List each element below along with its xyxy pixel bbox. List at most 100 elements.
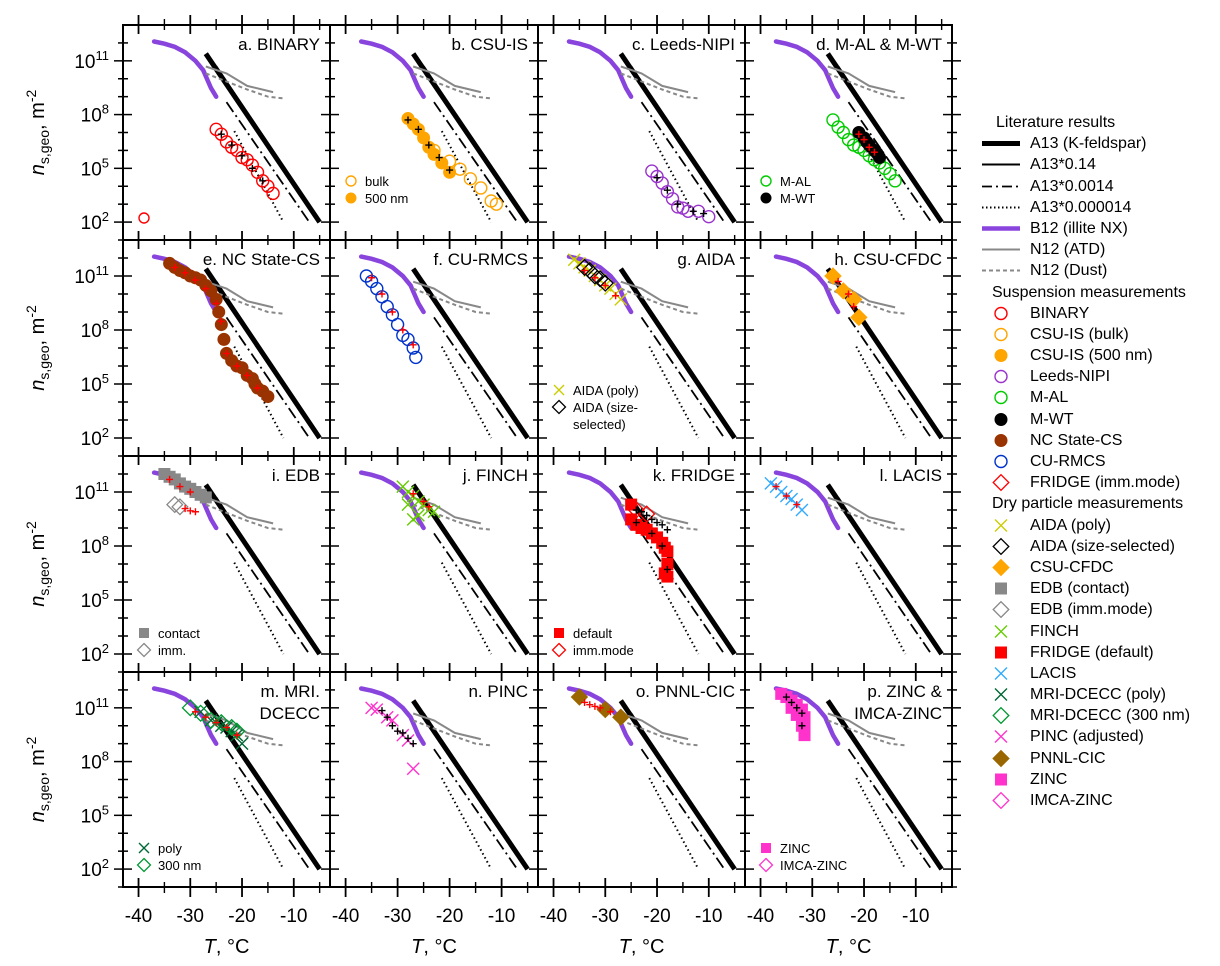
panel-title: IMCA-ZINC	[854, 704, 942, 723]
ref-line-n12-dust	[412, 503, 492, 531]
legend-item: A13*0.14	[978, 154, 1218, 175]
panel-legend-label: AIDA (poly)	[573, 383, 639, 398]
legend-item: EDB (contact)	[978, 578, 1218, 599]
data-point	[834, 282, 853, 300]
legend-item: Leeds-NIPI	[978, 366, 1218, 387]
legend-label: A13 (K-feldspar)	[1030, 135, 1147, 153]
ref-line-a13-0000014	[440, 562, 493, 655]
panel-legend-label: ZINC	[780, 841, 810, 856]
ref-line-b12	[773, 254, 841, 315]
legend-symbol	[994, 688, 1008, 702]
legend-section-title: Literature results	[996, 114, 1116, 131]
panel-j: j. FINCH	[329, 455, 539, 673]
legend-label: MRI-DCECC (poly)	[1030, 686, 1166, 704]
data-point	[378, 707, 386, 715]
data-point	[202, 285, 210, 293]
data-point	[793, 501, 801, 509]
data-point	[409, 341, 417, 349]
data-point	[700, 210, 708, 218]
panel-legend-symbol	[138, 212, 150, 224]
legend-item: EDB (imm.mode)	[978, 599, 1218, 620]
legend-symbol-wrap	[978, 748, 1024, 769]
panel-frame	[537, 24, 746, 241]
data-point	[648, 529, 656, 537]
legend-label: B12 (illite NX)	[1030, 219, 1128, 237]
data-point	[660, 184, 675, 199]
data-point	[209, 122, 223, 137]
data-point	[643, 511, 651, 519]
x-axis-title: T, °C	[619, 936, 665, 958]
series-csu-is-markers	[404, 116, 454, 174]
data-point	[798, 722, 806, 730]
panel-legend-label: M-AL	[780, 174, 811, 189]
legend-item: BINARY	[978, 303, 1218, 324]
data-point	[860, 136, 868, 144]
x-tick-label: -30	[177, 906, 204, 927]
data-point	[850, 303, 858, 311]
ref-line-b12	[566, 470, 634, 531]
ref-line-a13-0000014	[233, 777, 285, 870]
data-point	[836, 125, 851, 140]
data-point	[409, 740, 417, 748]
panel-title: m. MRI.	[261, 682, 321, 701]
legend-symbol-wrap	[978, 769, 1024, 790]
legend-symbol	[982, 269, 1020, 272]
data-point	[425, 503, 433, 511]
panel-legend-label: 300 nm	[158, 858, 201, 873]
ref-line-a13-014	[630, 65, 736, 223]
panel-title: a. BINARY	[238, 35, 320, 54]
series-pinc-markers	[378, 707, 417, 748]
data-point	[212, 299, 220, 307]
data-point	[394, 727, 402, 735]
data-point	[368, 274, 376, 282]
series-zinc-markers	[782, 693, 806, 730]
data-point	[632, 506, 640, 514]
legend-item: NC State-CS	[978, 430, 1218, 451]
legend-section-title: Dry particle measurements	[992, 495, 1184, 513]
legend-marker	[994, 433, 1008, 447]
ref-line-a13-00014	[640, 532, 726, 655]
ref-line-a13-014	[422, 280, 529, 439]
legend-label: AIDA (size-selected)	[1030, 537, 1175, 555]
series-csu-cfdc	[824, 267, 868, 327]
data-point	[420, 497, 428, 505]
series-finch	[396, 480, 441, 526]
ref-line-n12-dust	[620, 719, 699, 747]
data-point	[625, 498, 638, 511]
x-axis-title: T, °C	[826, 936, 872, 958]
data-point	[435, 154, 443, 162]
legend-item: PINC (adjusted)	[978, 726, 1218, 747]
data-point	[223, 723, 230, 731]
panel-title: DCECC	[260, 704, 320, 723]
ref-line-a13-0000014	[648, 562, 700, 655]
data-point	[399, 326, 407, 334]
data-point	[782, 492, 790, 500]
data-point	[385, 713, 399, 727]
x-tick-label: -30	[384, 906, 411, 927]
panel-frame	[122, 455, 331, 673]
ref-line-n12-dust	[412, 719, 492, 747]
data-point	[855, 130, 863, 138]
ref-line-n12-dust	[827, 719, 906, 747]
panel-frame	[744, 24, 953, 241]
data-point	[383, 713, 391, 721]
data-point	[702, 209, 716, 224]
ref-line-a13-014	[837, 712, 943, 870]
data-point	[261, 179, 275, 193]
panel-title: n. PINC	[468, 682, 528, 701]
legend-label: BINARY	[1030, 304, 1090, 322]
data-point	[793, 704, 801, 712]
x-tick-label: -30	[592, 906, 619, 927]
legend-symbol	[982, 226, 1020, 231]
y-tick-label: 108	[81, 533, 109, 558]
legend-label: PINC (adjusted)	[1030, 728, 1144, 746]
data-point	[181, 699, 199, 717]
panel-legend-label: selected)	[573, 417, 626, 432]
data-point	[217, 317, 225, 325]
x-tick-label: -20	[850, 906, 877, 927]
ref-line-a13-00014	[225, 101, 311, 223]
x-axis-title: T, °C	[411, 936, 457, 958]
legend-symbol	[992, 707, 1010, 725]
ref-line-a13-014	[215, 65, 321, 223]
data-point	[254, 384, 262, 392]
